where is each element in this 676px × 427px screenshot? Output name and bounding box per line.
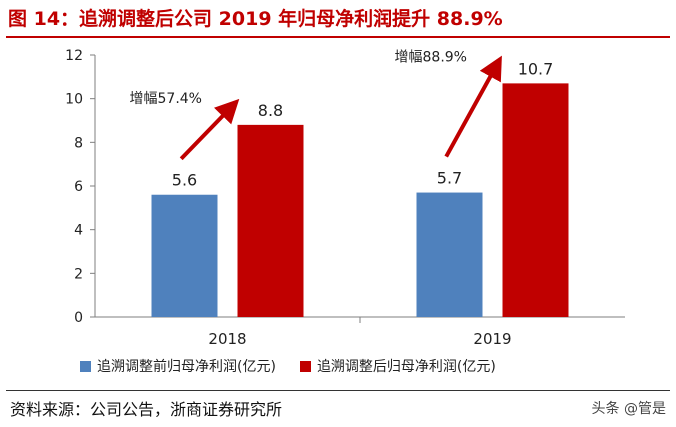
- data-label: 10.7: [518, 59, 554, 78]
- y-tick-label: 6: [74, 179, 83, 195]
- bar-chart: 0 2 4 6 8 10 12 2018 5.6 8.8 增幅57.4% 2019 5.7 10.7 增幅8…: [65, 48, 625, 348]
- legend-label-before: 追溯调整前归母净利润(亿元): [97, 359, 276, 375]
- y-tick-label: 0: [74, 310, 83, 326]
- source-note: 资料来源：公司公告，浙商证券研究所: [10, 400, 283, 419]
- data-label: 5.6: [172, 171, 197, 190]
- figure-title: 图 14：追溯调整后公司 2019 年归母净利润提升 88.9%: [8, 8, 503, 30]
- x-tick-label: 2018: [208, 330, 246, 348]
- source-divider: [6, 390, 670, 391]
- y-tick-label: 4: [74, 223, 83, 239]
- data-label: 5.7: [437, 169, 462, 188]
- y-tick-label: 2: [74, 266, 83, 282]
- y-tick-label: 10: [65, 92, 83, 108]
- chart-legend: 追溯调整前归母净利润(亿元) 追溯调整后归母净利润(亿元): [80, 355, 496, 377]
- title-divider: [6, 36, 670, 38]
- legend-swatch-before: [80, 360, 91, 372]
- bar-追溯调整后归母净利润(亿元): [237, 124, 304, 317]
- legend-item-after: 追溯调整后归母净利润(亿元): [299, 356, 496, 376]
- bar-追溯调整后归母净利润(亿元): [502, 83, 569, 317]
- bar-追溯调整前归母净利润(亿元): [151, 194, 218, 317]
- growth-annotation: 增幅88.9%: [395, 49, 467, 65]
- legend-label-after: 追溯调整后归母净利润(亿元): [316, 359, 496, 375]
- legend-item-before: 追溯调整前归母净利润(亿元): [80, 356, 276, 376]
- bar-追溯调整前归母净利润(亿元): [416, 192, 483, 317]
- growth-arrow: [444, 55, 502, 158]
- legend-swatch-after: [299, 360, 311, 372]
- growth-arrow: [179, 98, 240, 161]
- y-tick-label: 8: [74, 135, 83, 151]
- data-label: 8.8: [258, 101, 283, 120]
- watermark: 头条 @管是: [591, 401, 666, 417]
- y-tick-label: 12: [65, 48, 83, 64]
- growth-annotation: 增幅57.4%: [130, 91, 202, 107]
- x-tick-label: 2019: [473, 330, 511, 348]
